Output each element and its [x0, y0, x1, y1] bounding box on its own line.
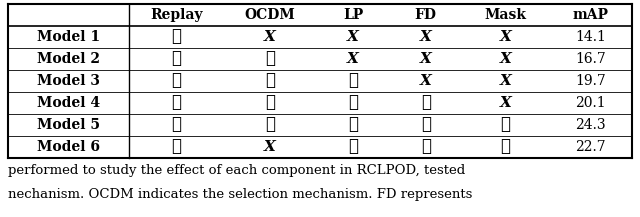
Text: ✓: ✓ [420, 138, 431, 156]
Text: X: X [347, 30, 359, 44]
Text: ✓: ✓ [500, 138, 511, 156]
Text: Model 4: Model 4 [37, 96, 100, 110]
Text: 22.7: 22.7 [575, 140, 605, 154]
Text: ✓: ✓ [171, 138, 181, 156]
Text: Model 3: Model 3 [37, 74, 100, 88]
Text: Model 2: Model 2 [37, 52, 100, 66]
Text: X: X [264, 140, 276, 154]
Text: mAP: mAP [572, 8, 609, 22]
Text: ✓: ✓ [500, 117, 511, 133]
Text: ✓: ✓ [265, 51, 275, 67]
Text: ✓: ✓ [171, 51, 181, 67]
Text: ✓: ✓ [420, 94, 431, 112]
Text: ✓: ✓ [265, 72, 275, 89]
Text: X: X [420, 74, 431, 88]
Text: ✓: ✓ [348, 138, 358, 156]
Text: Mask: Mask [484, 8, 527, 22]
Text: LP: LP [343, 8, 363, 22]
Text: FD: FD [415, 8, 436, 22]
Text: X: X [264, 30, 276, 44]
Text: ✓: ✓ [171, 117, 181, 133]
Text: 20.1: 20.1 [575, 96, 605, 110]
Text: ✓: ✓ [265, 94, 275, 112]
Text: Model 6: Model 6 [37, 140, 100, 154]
Text: ✓: ✓ [265, 117, 275, 133]
Text: X: X [500, 74, 511, 88]
Text: X: X [420, 52, 431, 66]
Text: X: X [347, 52, 359, 66]
Text: ✓: ✓ [171, 28, 181, 46]
Text: nechanism. OCDM indicates the selection mechanism. FD represents: nechanism. OCDM indicates the selection … [8, 188, 472, 201]
Text: performed to study the effect of each component in RCLPOD, tested: performed to study the effect of each co… [8, 164, 465, 177]
Text: ✓: ✓ [171, 94, 181, 112]
Text: ✓: ✓ [171, 72, 181, 89]
Text: ✓: ✓ [420, 117, 431, 133]
Text: X: X [500, 96, 511, 110]
Text: 14.1: 14.1 [575, 30, 606, 44]
Text: 16.7: 16.7 [575, 52, 606, 66]
Text: X: X [420, 30, 431, 44]
Text: X: X [500, 30, 511, 44]
Text: OCDM: OCDM [244, 8, 295, 22]
Text: ✓: ✓ [348, 117, 358, 133]
Text: 19.7: 19.7 [575, 74, 606, 88]
Text: ✓: ✓ [348, 72, 358, 89]
Text: X: X [500, 52, 511, 66]
Text: ✓: ✓ [348, 94, 358, 112]
Text: Model 1: Model 1 [37, 30, 100, 44]
Text: Replay: Replay [150, 8, 202, 22]
Text: Model 5: Model 5 [37, 118, 100, 132]
Text: 24.3: 24.3 [575, 118, 605, 132]
